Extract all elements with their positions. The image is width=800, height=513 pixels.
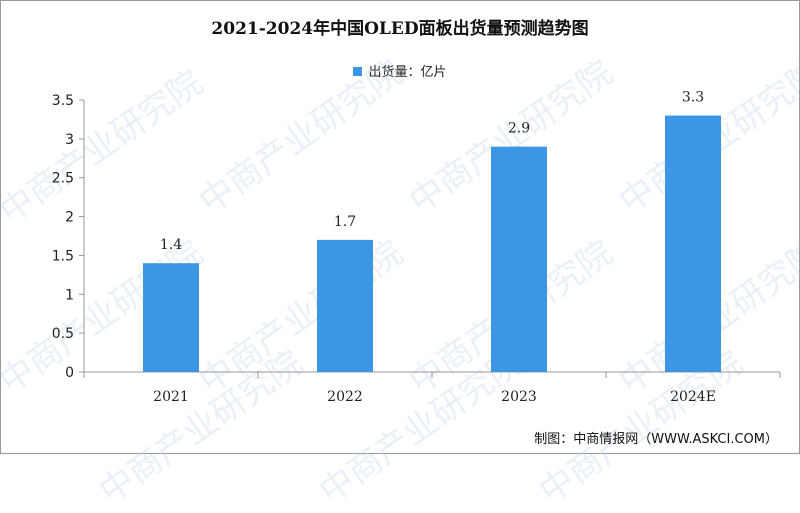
data-label-2023: 2.9 (508, 121, 530, 137)
legend-swatch (353, 67, 363, 76)
data-label-2022: 1.7 (334, 214, 356, 230)
legend-label: 出货量：亿片 (368, 65, 447, 80)
data-label-2021: 1.4 (160, 237, 182, 253)
x-tick-label-2021: 2021 (153, 389, 189, 405)
data-label-2024E: 3.3 (682, 90, 704, 106)
bar-2021 (143, 263, 199, 372)
x-tick-label-2023: 2023 (501, 389, 537, 405)
bar-chart: 0 0.5 1 1.5 2 2.5 3 3.5 1.4 2021 1.7 2022 2.9 2023 3.3… (52, 90, 781, 405)
chart-title: 2021-2024年中国OLED面板出货量预测趋势图 (211, 19, 589, 39)
legend: 出货量：亿片 (0, 61, 800, 80)
y-tick-label: 1.5 (52, 248, 74, 264)
y-tick-label: 2 (65, 210, 74, 226)
bar-2024E (665, 115, 721, 373)
y-tick-label: 0 (65, 365, 74, 381)
y-tick-label: 3.5 (52, 93, 74, 109)
bar-2023 (491, 146, 547, 372)
x-tick-label-2024E: 2024E (670, 389, 716, 405)
bar-2022 (317, 239, 373, 372)
source-note: 制图：中商情报网（WWW.ASKCI.COM） (534, 432, 778, 447)
y-tick-label: 3 (65, 132, 74, 148)
x-tick-label-2022: 2022 (327, 389, 363, 405)
y-tick-label: 0.5 (52, 326, 74, 342)
y-tick-label: 1 (65, 287, 74, 303)
y-tick-label: 2.5 (52, 171, 74, 187)
